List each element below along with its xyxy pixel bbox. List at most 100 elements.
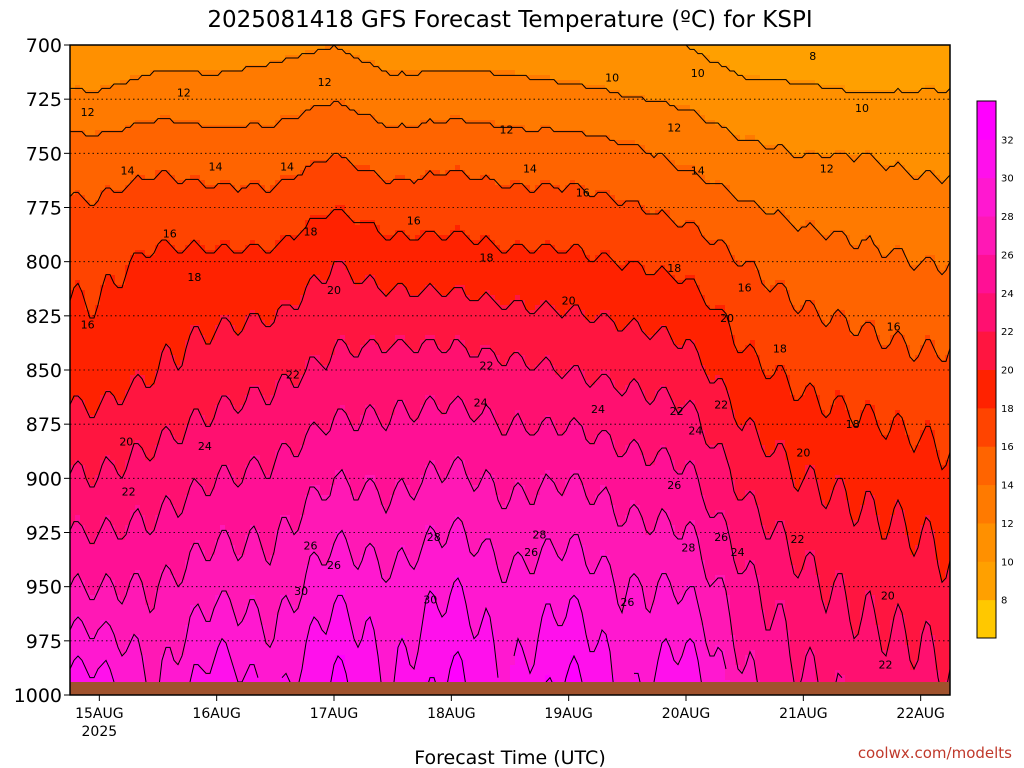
temperature-cell bbox=[220, 660, 226, 666]
temperature-cell bbox=[130, 350, 136, 356]
temperature-cell bbox=[250, 510, 256, 516]
temperature-cell bbox=[240, 110, 246, 116]
temperature-cell bbox=[220, 300, 226, 306]
temperature-cell bbox=[165, 555, 171, 561]
temperature-cell bbox=[220, 675, 226, 681]
temperature-cell bbox=[185, 300, 191, 306]
temperature-cell bbox=[70, 240, 76, 246]
temperature-cell bbox=[165, 200, 171, 206]
temperature-cell bbox=[140, 500, 146, 506]
temperature-cell bbox=[110, 655, 116, 661]
temperature-cell bbox=[90, 305, 96, 311]
temperature-cell bbox=[90, 125, 96, 131]
temperature-cell bbox=[225, 410, 231, 416]
temperature-cell bbox=[155, 215, 161, 221]
temperature-cell bbox=[255, 570, 261, 576]
temperature-cell bbox=[105, 415, 111, 421]
temperature-cell bbox=[165, 630, 171, 636]
temperature-cell bbox=[120, 560, 126, 566]
temperature-cell bbox=[195, 520, 201, 526]
temperature-cell bbox=[105, 405, 111, 411]
temperature-cell bbox=[155, 645, 161, 651]
temperature-cell bbox=[230, 435, 236, 441]
temperature-cell bbox=[70, 70, 76, 76]
temperature-cell bbox=[70, 85, 76, 91]
temperature-cell bbox=[90, 555, 96, 561]
temperature-cell bbox=[110, 150, 116, 156]
temperature-cell bbox=[210, 255, 216, 261]
temperature-cell bbox=[235, 360, 241, 366]
temperature-cell bbox=[180, 400, 186, 406]
temperature-cell bbox=[90, 545, 96, 551]
temperature-cell bbox=[170, 305, 176, 311]
temperature-cell bbox=[205, 110, 211, 116]
temperature-cell bbox=[215, 340, 221, 346]
temperature-cell bbox=[150, 220, 156, 226]
temperature-cell bbox=[250, 400, 256, 406]
temperature-cell bbox=[130, 650, 136, 656]
temperature-cell bbox=[230, 110, 236, 116]
temperature-cell bbox=[75, 215, 81, 221]
temperature-cell bbox=[105, 470, 111, 476]
temperature-cell bbox=[145, 370, 151, 376]
temperature-cell bbox=[190, 430, 196, 436]
temperature-cell bbox=[240, 130, 246, 136]
temperature-cell bbox=[135, 460, 141, 466]
temperature-cell bbox=[210, 600, 216, 606]
temperature-cell bbox=[170, 490, 176, 496]
temperature-cell bbox=[150, 620, 156, 626]
temperature-cell bbox=[105, 595, 111, 601]
temperature-cell bbox=[120, 450, 126, 456]
temperature-cell bbox=[195, 90, 201, 96]
temperature-cell bbox=[250, 490, 256, 496]
temperature-cell bbox=[210, 320, 216, 326]
temperature-cell bbox=[90, 455, 96, 461]
temperature-cell bbox=[70, 595, 76, 601]
temperature-cell bbox=[200, 130, 206, 136]
temperature-cell bbox=[145, 95, 151, 101]
temperature-cell bbox=[150, 285, 156, 291]
temperature-cell bbox=[260, 165, 266, 171]
temperature-cell bbox=[95, 185, 101, 191]
temperature-cell bbox=[130, 205, 136, 211]
temperature-cell bbox=[250, 135, 256, 141]
temperature-cell bbox=[220, 370, 226, 376]
temperature-cell bbox=[125, 550, 131, 556]
temperature-cell bbox=[215, 435, 221, 441]
temperature-cell bbox=[120, 210, 126, 216]
temperature-cell bbox=[135, 245, 141, 251]
temperature-cell bbox=[220, 610, 226, 616]
temperature-cell bbox=[75, 175, 81, 181]
temperature-cell bbox=[235, 475, 241, 481]
temperature-cell bbox=[225, 270, 231, 276]
temperature-cell bbox=[150, 100, 156, 106]
temperature-cell bbox=[210, 50, 216, 56]
temperature-cell bbox=[200, 565, 206, 571]
temperature-cell bbox=[95, 340, 101, 346]
temperature-cell bbox=[210, 325, 216, 331]
temperature-cell bbox=[95, 280, 101, 286]
temperature-cell bbox=[250, 245, 256, 251]
temperature-cell bbox=[160, 630, 166, 636]
temperature-cell bbox=[175, 455, 181, 461]
temperature-cell bbox=[240, 215, 246, 221]
temperature-cell bbox=[210, 390, 216, 396]
temperature-cell bbox=[130, 240, 136, 246]
temperature-cell bbox=[215, 495, 221, 501]
temperature-cell bbox=[105, 65, 111, 71]
temperature-cell bbox=[185, 455, 191, 461]
temperature-cell bbox=[205, 635, 211, 641]
temperature-cell bbox=[185, 160, 191, 166]
temperature-cell bbox=[75, 515, 81, 521]
temperature-cell bbox=[175, 205, 181, 211]
temperature-cell bbox=[115, 195, 121, 201]
temperature-cell bbox=[100, 540, 106, 546]
temperature-cell bbox=[115, 125, 121, 131]
temperature-cell bbox=[210, 270, 216, 276]
temperature-cell bbox=[115, 275, 121, 281]
temperature-cell bbox=[110, 260, 116, 266]
temperature-cell bbox=[240, 265, 246, 271]
temperature-cell bbox=[110, 70, 116, 76]
temperature-cell bbox=[195, 200, 201, 206]
temperature-cell bbox=[120, 90, 126, 96]
